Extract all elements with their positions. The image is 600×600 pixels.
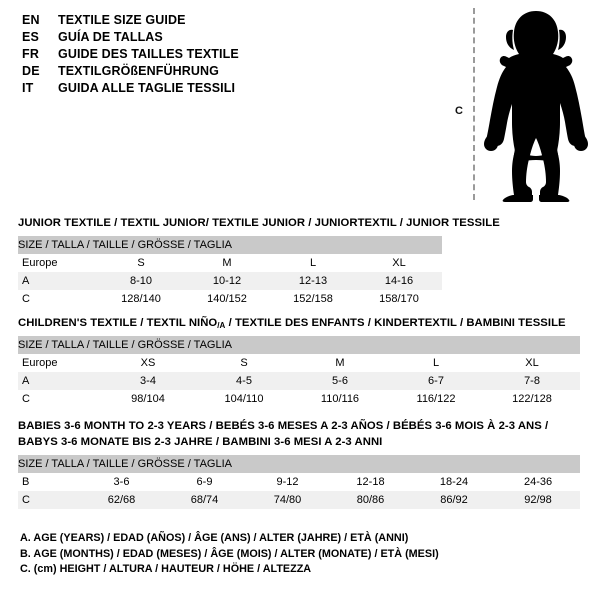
language-code: DE	[22, 64, 40, 78]
row-cell: 86/92	[412, 491, 496, 509]
row-cell: 3-4	[100, 372, 196, 390]
guide-title: GUIDA ALLE TAGLIE TESSILI	[58, 81, 236, 95]
row-cell: 6-9	[196, 476, 213, 488]
section-title-line1: BABIES 3-6 MONTH TO 2-3 YEARS / BEBÉS 3-…	[18, 420, 549, 432]
section-title: CHILDREN'S TEXTILE / TEXTIL NIÑO/A / TEX…	[18, 316, 580, 331]
row-label: Europe	[22, 357, 58, 369]
row-cell: 9-12	[276, 476, 299, 488]
row-cell: 110/116	[320, 393, 360, 405]
section-title-post: / TEXTILE DES ENFANTS / KINDERTEXTIL / B…	[225, 317, 566, 329]
legend-line-a: A. AGE (YEARS) / EDAD (AÑOS) / ÂGE (ANS)…	[20, 532, 409, 544]
row-cell: 3-6	[113, 476, 130, 488]
language-row-es: ES GUÍA DE TALLAS	[22, 30, 432, 47]
legend-line-c: C. (cm) HEIGHT / ALTURA / HAUTEUR / HÖHE…	[20, 563, 312, 575]
row-cell: 7-8	[484, 372, 581, 390]
row-label: A	[18, 372, 100, 390]
row-cell: 6-7	[388, 372, 484, 390]
guide-title: TEXTILGRÖßENFÜHRUNG	[58, 64, 219, 78]
row-cell: 4-5	[196, 372, 292, 390]
guide-title: GUIDE DES TAILLES TEXTILE	[58, 47, 239, 61]
row-cell: 98/104	[131, 393, 165, 405]
row-cell: M	[222, 257, 232, 269]
section-title-pre: CHILDREN'S TEXTILE / TEXTIL NIÑO	[18, 317, 218, 329]
row-cell: 18-24	[439, 476, 469, 488]
row-label: C	[18, 491, 80, 509]
row-cell: 8-10	[98, 272, 184, 290]
row-cell: 12-18	[356, 476, 385, 488]
row-label: C	[22, 393, 30, 405]
size-bar-label: SIZE / TALLA / TAILLE / GRÖSSE / TAGLIA	[18, 336, 581, 354]
table-bar-row: SIZE / TALLA / TAILLE / GRÖSSE / TAGLIA	[18, 236, 442, 254]
children-size-table: SIZE / TALLA / TAILLE / GRÖSSE / TAGLIA …	[18, 336, 581, 408]
language-row-it: IT GUIDA ALLE TAGLIE TESSILI	[22, 81, 432, 98]
legend-line-b: B. AGE (MONTHS) / EDAD (MESES) / ÂGE (MO…	[20, 547, 439, 560]
row-cell: 92/98	[496, 491, 581, 509]
language-header-block: EN TEXTILE SIZE GUIDE ES GUÍA DE TALLAS …	[22, 13, 432, 98]
height-measurement-figure: C	[440, 0, 600, 210]
row-cell: XL	[392, 257, 406, 269]
section-title-subscript: /A	[217, 321, 226, 330]
row-cell: 10-12	[184, 272, 270, 290]
height-dashed-line	[473, 8, 475, 200]
row-cell: S	[137, 257, 145, 269]
row-cell: L	[432, 357, 440, 369]
table-row: A 3-4 4-5 5-6 6-7 7-8	[18, 372, 581, 390]
language-row-de: DE TEXTILGRÖßENFÜHRUNG	[22, 64, 432, 81]
row-label: Europe	[22, 257, 58, 269]
size-bar-label: SIZE / TALLA / TAILLE / GRÖSSE / TAGLIA	[18, 236, 442, 254]
language-code: ES	[22, 30, 40, 44]
section-babies-textile: BABIES 3-6 MONTH TO 2-3 YEARS / BEBÉS 3-…	[18, 419, 581, 509]
table-row: C 128/140 140/152 152/158 158/170	[18, 290, 442, 308]
toddler-silhouette-icon	[484, 11, 588, 202]
row-cell: 140/152	[207, 293, 247, 305]
table-row: C 98/104 104/110 110/116 116/122 122/128	[18, 390, 580, 408]
babies-size-table: SIZE / TALLA / TAILLE / GRÖSSE / TAGLIA …	[18, 455, 581, 509]
section-junior-textile: JUNIOR TEXTILE / TEXTIL JUNIOR/ TEXTILE …	[18, 216, 500, 308]
row-cell: 62/68	[80, 491, 163, 509]
table-row: A 8-10 10-12 12-13 14-16	[18, 272, 442, 290]
row-label: C	[22, 293, 30, 305]
language-code: EN	[22, 13, 40, 27]
row-cell: 24-36	[523, 476, 553, 488]
guide-title: TEXTILE SIZE GUIDE	[58, 13, 186, 27]
row-cell: 14-16	[356, 272, 442, 290]
table-row: Europe XS S M L XL	[18, 354, 580, 372]
row-cell: 122/128	[512, 393, 552, 405]
row-cell: 116/122	[416, 393, 456, 405]
row-cell: 128/140	[121, 293, 161, 305]
row-cell: M	[335, 357, 345, 369]
table-bar-row: SIZE / TALLA / TAILLE / GRÖSSE / TAGLIA	[18, 336, 581, 354]
row-cell: L	[309, 257, 317, 269]
language-row-en: EN TEXTILE SIZE GUIDE	[22, 13, 432, 30]
legend-block: A. AGE (YEARS) / EDAD (AÑOS) / ÂGE (ANS)…	[20, 531, 439, 578]
language-code: IT	[22, 81, 34, 95]
junior-size-table: SIZE / TALLA / TAILLE / GRÖSSE / TAGLIA …	[18, 236, 442, 308]
section-childrens-textile: CHILDREN'S TEXTILE / TEXTIL NIÑO/A / TEX…	[18, 316, 581, 408]
table-row: Europe S M L XL	[18, 254, 442, 272]
row-cell: 74/80	[246, 491, 329, 509]
section-title-line2: BABYS 3-6 MONATE BIS 2-3 JAHRE / BAMBINI…	[18, 436, 383, 448]
language-row-fr: FR GUIDE DES TAILLES TEXTILE	[22, 47, 432, 64]
height-line-label: C	[455, 105, 463, 117]
section-title: JUNIOR TEXTILE / TEXTIL JUNIOR/ TEXTILE …	[18, 217, 500, 229]
row-cell: S	[240, 357, 248, 369]
row-cell: XL	[525, 357, 539, 369]
row-cell: 12-13	[270, 272, 356, 290]
row-label: A	[18, 272, 98, 290]
size-bar-label: SIZE / TALLA / TAILLE / GRÖSSE / TAGLIA	[18, 455, 581, 473]
row-cell: 80/86	[329, 491, 412, 509]
row-cell: 104/110	[224, 393, 264, 405]
row-label: B	[22, 476, 30, 488]
language-code: FR	[22, 47, 40, 61]
row-cell: 5-6	[292, 372, 388, 390]
row-cell: 152/158	[293, 293, 333, 305]
table-row: C 62/68 68/74 74/80 80/86 86/92 92/98	[18, 491, 581, 509]
table-row: B 3-6 6-9 9-12 12-18 18-24 24-36	[18, 473, 580, 491]
row-cell: 68/74	[163, 491, 246, 509]
table-bar-row: SIZE / TALLA / TAILLE / GRÖSSE / TAGLIA	[18, 455, 581, 473]
guide-title: GUÍA DE TALLAS	[58, 30, 163, 44]
row-cell: 158/170	[379, 293, 419, 305]
row-cell: XS	[140, 357, 156, 369]
